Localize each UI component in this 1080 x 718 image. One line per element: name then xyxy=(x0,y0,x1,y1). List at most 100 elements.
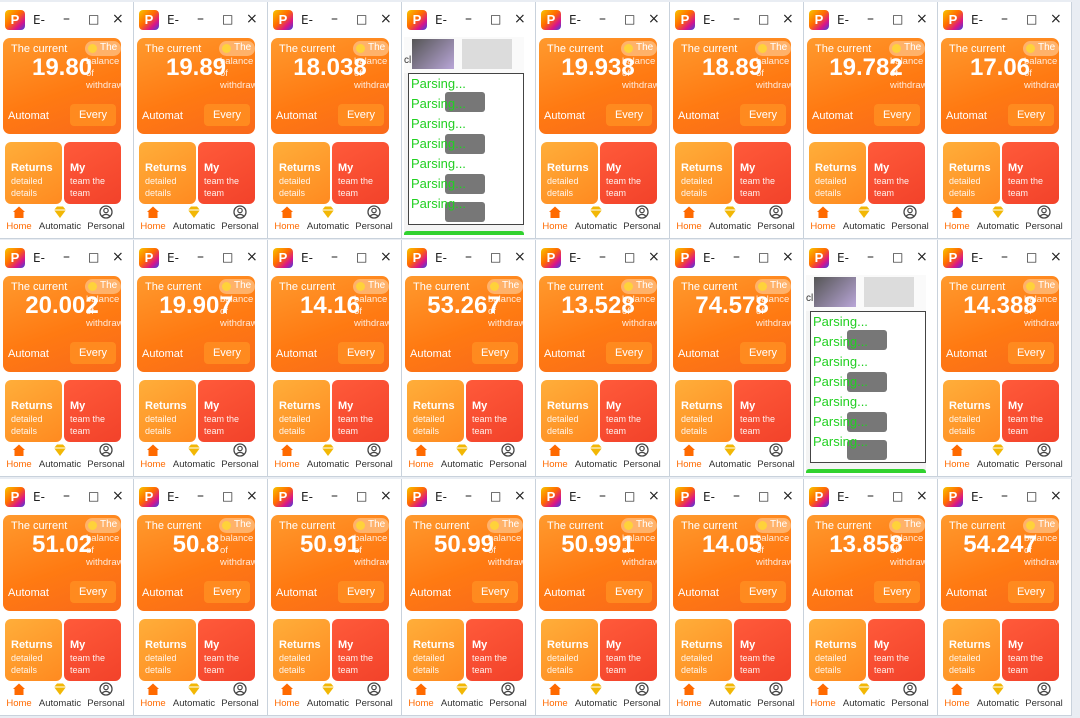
returns-details-tile[interactable]: Returns detailed details xyxy=(943,142,1000,204)
close-button[interactable]: × xyxy=(782,488,794,504)
maximize-button[interactable]: □ xyxy=(222,489,234,503)
tab-home[interactable]: Home xyxy=(137,443,169,470)
my-team-tile[interactable]: My team the team xyxy=(332,619,389,681)
returns-details-tile[interactable]: Returns detailed details xyxy=(943,380,1000,442)
tab-home[interactable]: Home xyxy=(137,682,169,709)
my-team-tile[interactable]: My team the team xyxy=(466,380,523,442)
tab-personal[interactable]: Personal xyxy=(352,682,396,709)
every-button[interactable]: Every xyxy=(740,104,786,126)
close-button[interactable]: × xyxy=(246,488,258,504)
tab-automatic[interactable]: Automatic xyxy=(302,682,354,709)
minimize-button[interactable]: – xyxy=(867,249,874,265)
tab-automatic[interactable]: Automatic xyxy=(972,205,1024,232)
my-team-tile[interactable]: My team the team xyxy=(64,380,121,442)
close-button[interactable]: × xyxy=(112,488,124,504)
close-button[interactable]: × xyxy=(916,11,928,27)
my-team-tile[interactable]: My team the team xyxy=(64,619,121,681)
returns-details-tile[interactable]: Returns detailed details xyxy=(675,142,732,204)
every-button[interactable]: Every xyxy=(740,342,786,364)
minimize-button[interactable]: – xyxy=(1001,488,1008,504)
maximize-button[interactable]: □ xyxy=(624,489,636,503)
my-team-tile[interactable]: My team the team xyxy=(600,380,657,442)
close-button[interactable]: × xyxy=(1050,488,1062,504)
returns-details-tile[interactable]: Returns detailed details xyxy=(139,380,196,442)
tab-personal[interactable]: Personal xyxy=(84,205,128,232)
maximize-button[interactable]: □ xyxy=(88,489,100,503)
tab-home[interactable]: Home xyxy=(673,443,705,470)
every-button[interactable]: Every xyxy=(1008,104,1054,126)
returns-details-tile[interactable]: Returns detailed details xyxy=(407,380,464,442)
minimize-button[interactable]: – xyxy=(733,488,740,504)
tab-personal[interactable]: Personal xyxy=(754,205,798,232)
every-button[interactable]: Every xyxy=(70,104,116,126)
tab-personal[interactable]: Personal xyxy=(620,443,664,470)
returns-details-tile[interactable]: Returns detailed details xyxy=(273,619,330,681)
my-team-tile[interactable]: My team the team xyxy=(332,380,389,442)
minimize-button[interactable]: – xyxy=(867,488,874,504)
minimize-button[interactable]: – xyxy=(733,11,740,27)
returns-details-tile[interactable]: Returns detailed details xyxy=(5,142,62,204)
close-button[interactable]: × xyxy=(648,11,660,27)
returns-details-tile[interactable]: Returns detailed details xyxy=(5,380,62,442)
tab-home[interactable]: Home xyxy=(539,682,571,709)
tab-home[interactable]: Home xyxy=(137,205,169,232)
my-team-tile[interactable]: My team the team xyxy=(734,142,791,204)
tab-home[interactable]: Home xyxy=(3,682,35,709)
tab-home[interactable]: Home xyxy=(271,682,303,709)
returns-details-tile[interactable]: Returns detailed details xyxy=(5,619,62,681)
maximize-button[interactable]: □ xyxy=(490,489,502,503)
every-button[interactable]: Every xyxy=(70,581,116,603)
tab-personal[interactable]: Personal xyxy=(352,443,396,470)
maximize-button[interactable]: □ xyxy=(490,12,502,26)
every-button[interactable]: Every xyxy=(338,342,384,364)
tab-automatic[interactable]: Automatic xyxy=(436,682,488,709)
maximize-button[interactable]: □ xyxy=(356,250,368,264)
every-button[interactable]: Every xyxy=(740,581,786,603)
every-button[interactable]: Every xyxy=(338,104,384,126)
returns-details-tile[interactable]: Returns detailed details xyxy=(407,619,464,681)
tab-home[interactable]: Home xyxy=(673,205,705,232)
tab-automatic[interactable]: Automatic xyxy=(168,443,220,470)
tab-personal[interactable]: Personal xyxy=(352,205,396,232)
maximize-button[interactable]: □ xyxy=(892,250,904,264)
maximize-button[interactable]: □ xyxy=(1026,12,1038,26)
tab-home[interactable]: Home xyxy=(271,205,303,232)
close-button[interactable]: × xyxy=(112,11,124,27)
close-button[interactable]: × xyxy=(1050,11,1062,27)
maximize-button[interactable]: □ xyxy=(624,12,636,26)
close-button[interactable]: × xyxy=(246,249,258,265)
returns-details-tile[interactable]: Returns detailed details xyxy=(675,619,732,681)
tab-personal[interactable]: Personal xyxy=(486,443,530,470)
every-button[interactable]: Every xyxy=(204,581,250,603)
close-button[interactable]: × xyxy=(514,488,526,504)
my-team-tile[interactable]: My team the team xyxy=(600,142,657,204)
minimize-button[interactable]: – xyxy=(331,249,338,265)
tab-personal[interactable]: Personal xyxy=(1022,682,1066,709)
every-button[interactable]: Every xyxy=(874,104,920,126)
every-button[interactable]: Every xyxy=(204,342,250,364)
tab-personal[interactable]: Personal xyxy=(620,682,664,709)
tab-automatic[interactable]: Automatic xyxy=(34,443,86,470)
tab-personal[interactable]: Personal xyxy=(486,682,530,709)
tab-automatic[interactable]: Automatic xyxy=(704,682,756,709)
tab-automatic[interactable]: Automatic xyxy=(972,443,1024,470)
maximize-button[interactable]: □ xyxy=(222,12,234,26)
maximize-button[interactable]: □ xyxy=(88,12,100,26)
every-button[interactable]: Every xyxy=(874,581,920,603)
maximize-button[interactable]: □ xyxy=(1026,489,1038,503)
tab-personal[interactable]: Personal xyxy=(84,443,128,470)
minimize-button[interactable]: – xyxy=(331,488,338,504)
tab-personal[interactable]: Personal xyxy=(218,205,262,232)
tab-personal[interactable]: Personal xyxy=(754,682,798,709)
tab-automatic[interactable]: Automatic xyxy=(34,682,86,709)
every-button[interactable]: Every xyxy=(70,342,116,364)
every-button[interactable]: Every xyxy=(204,104,250,126)
tab-automatic[interactable]: Automatic xyxy=(570,443,622,470)
maximize-button[interactable]: □ xyxy=(1026,250,1038,264)
every-button[interactable]: Every xyxy=(338,581,384,603)
tab-personal[interactable]: Personal xyxy=(888,682,932,709)
tab-personal[interactable]: Personal xyxy=(1022,443,1066,470)
tab-automatic[interactable]: Automatic xyxy=(302,443,354,470)
my-team-tile[interactable]: My team the team xyxy=(198,380,255,442)
returns-details-tile[interactable]: Returns detailed details xyxy=(273,142,330,204)
